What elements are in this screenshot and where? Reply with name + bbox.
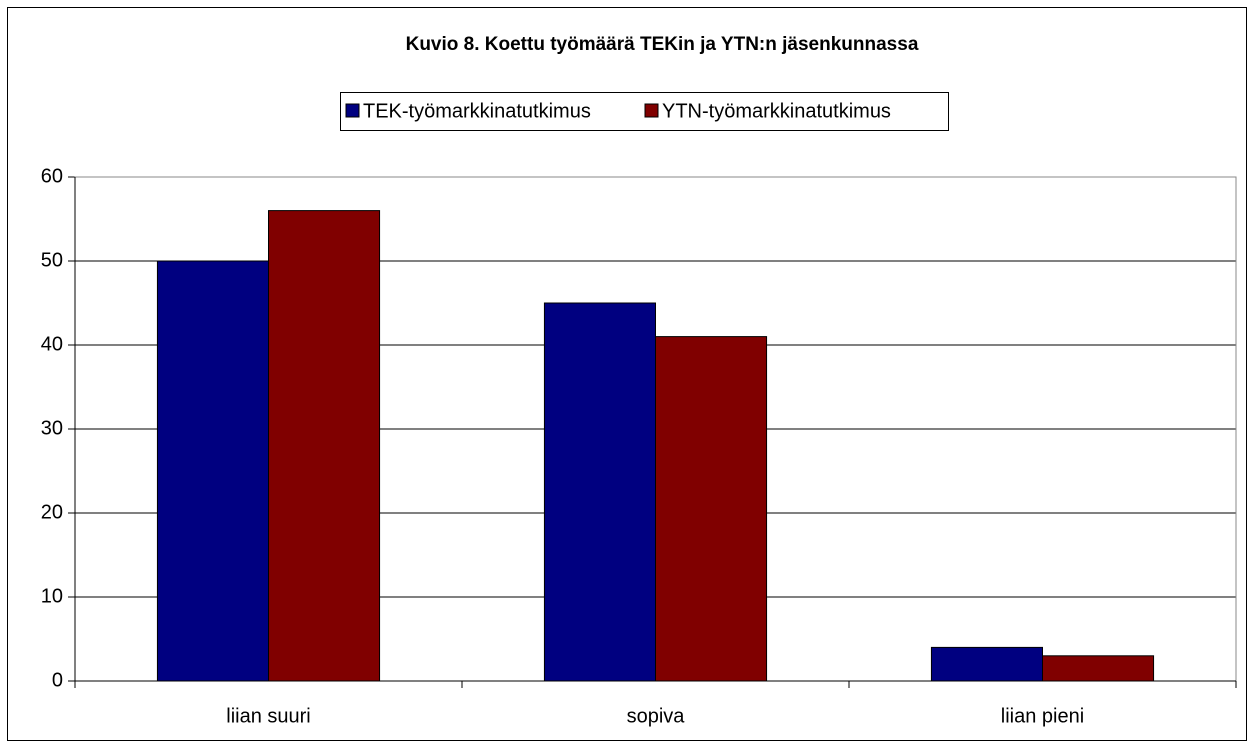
legend-label: YTN-työmarkkinatutkimus [662,100,891,122]
y-tick-label: 0 [52,669,63,691]
legend-label: TEK-työmarkkinatutkimus [363,100,591,122]
bar [930,646,1044,682]
bar [268,210,381,682]
legend-swatch [345,103,360,118]
y-tick-label: 50 [41,249,63,271]
x-tick-label: liian pieni [1001,705,1084,727]
bar [156,260,269,682]
chart-title: Kuvio 8. Koettu työmäärä TEKin ja YTN:n … [406,34,919,55]
y-tick-label: 60 [41,165,63,187]
y-tick-label: 30 [41,417,63,439]
y-tick-label: 20 [41,501,63,523]
bar [1042,655,1155,682]
x-tick-label: liian suuri [226,705,310,727]
x-tick-label: sopiva [627,705,686,727]
y-tick-label: 10 [41,585,63,607]
legend-swatch [644,103,659,118]
bar [655,336,768,682]
bar [543,302,657,682]
y-tick-label: 40 [41,333,63,355]
